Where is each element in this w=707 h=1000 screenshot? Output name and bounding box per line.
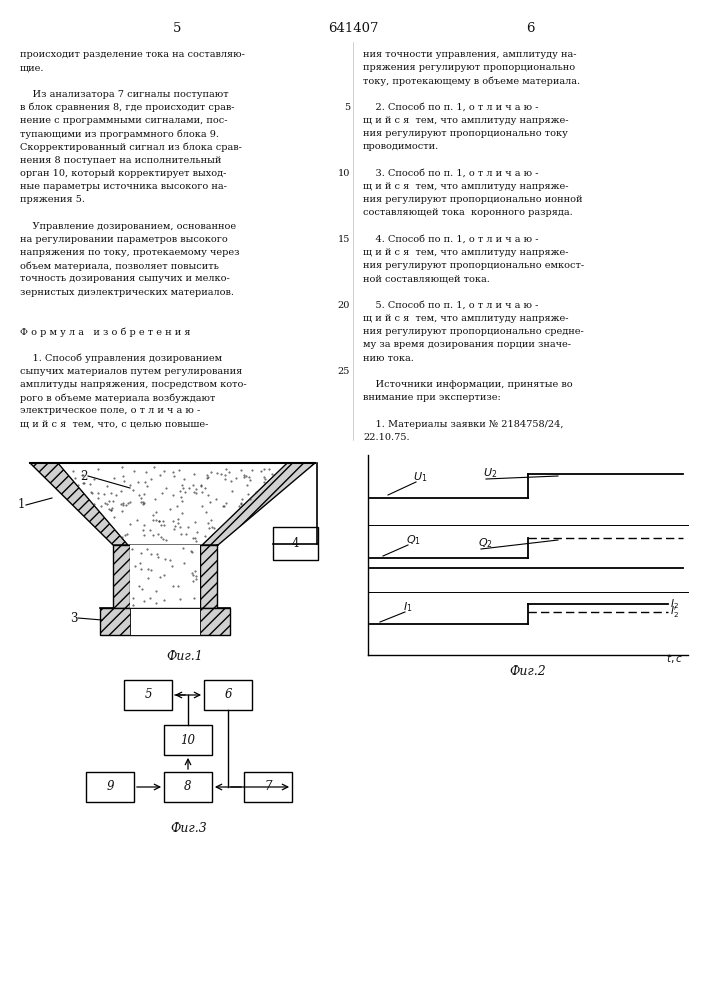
Text: в блок сравнения 8, где происходит срав-: в блок сравнения 8, где происходит срав- (20, 103, 235, 112)
Bar (204, 680, 252, 710)
Text: 7: 7 (264, 780, 271, 794)
Text: 9: 9 (106, 780, 114, 794)
Bar (164, 772, 212, 802)
Text: 1: 1 (18, 498, 25, 512)
Text: $Q_2$: $Q_2$ (478, 536, 493, 550)
Text: 8: 8 (185, 780, 192, 794)
Polygon shape (130, 545, 200, 608)
Bar (86, 772, 134, 802)
Text: ния регулируют пропорционально ионной: ния регулируют пропорционально ионной (363, 195, 583, 204)
Text: му за время дозирования порции значе-: му за время дозирования порции значе- (363, 340, 571, 349)
Text: проводимости.: проводимости. (363, 142, 439, 151)
Text: Фиг.2: Фиг.2 (510, 665, 547, 678)
Text: напряжения по току, протекаемому через: напряжения по току, протекаемому через (20, 248, 240, 257)
Text: щ и й с я  тем, что амплитуду напряже-: щ и й с я тем, что амплитуду напряже- (363, 248, 568, 257)
Text: 25: 25 (338, 367, 350, 376)
Text: 10: 10 (338, 169, 350, 178)
Polygon shape (200, 545, 217, 608)
Text: амплитуды напряжения, посредством кото-: амплитуды напряжения, посредством кото- (20, 380, 247, 389)
Text: $I_2$: $I_2$ (670, 597, 679, 611)
Bar (244, 772, 292, 802)
Polygon shape (30, 463, 128, 545)
Text: нию тока.: нию тока. (363, 354, 414, 363)
Text: 6: 6 (526, 21, 534, 34)
Text: 4. Способ по п. 1, о т л и ч а ю -: 4. Способ по п. 1, о т л и ч а ю - (363, 235, 539, 244)
Text: ния регулируют пропорционально емкост-: ния регулируют пропорционально емкост- (363, 261, 584, 270)
Text: нения 8 поступает на исполнительный: нения 8 поступает на исполнительный (20, 156, 221, 165)
Text: щ и й с я  тем, что амплитуду напряже-: щ и й с я тем, что амплитуду напряже- (363, 314, 568, 323)
Text: 10: 10 (180, 734, 196, 746)
Text: $I_1$: $I_1$ (403, 600, 412, 614)
Text: электрическое поле, о т л и ч а ю -: электрическое поле, о т л и ч а ю - (20, 406, 200, 415)
Polygon shape (273, 527, 318, 560)
Text: 5: 5 (344, 103, 350, 112)
Text: 5: 5 (144, 688, 152, 702)
Text: $t, c$: $t, c$ (666, 652, 683, 665)
Text: 4: 4 (292, 537, 299, 550)
Text: току, протекающему в объеме материала.: току, протекающему в объеме материала. (363, 76, 580, 86)
Text: $U_1$: $U_1$ (413, 470, 427, 484)
Text: объем материала, позволяет повысить: объем материала, позволяет повысить (20, 261, 219, 271)
Text: Скорректированный сигнал из блока срав-: Скорректированный сигнал из блока срав- (20, 142, 242, 152)
Text: зернистых диэлектрических материалов.: зернистых диэлектрических материалов. (20, 288, 234, 297)
Text: точность дозирования сыпучих и мелко-: точность дозирования сыпучих и мелко- (20, 274, 230, 283)
Text: ния регулируют пропорционально средне-: ния регулируют пропорционально средне- (363, 327, 584, 336)
Text: 1. Способ управления дозированием: 1. Способ управления дозированием (20, 354, 222, 363)
Polygon shape (202, 463, 315, 545)
Text: составляющей тока  коронного разряда.: составляющей тока коронного разряда. (363, 208, 573, 217)
Text: 3: 3 (70, 611, 78, 624)
Text: 22.10.75.: 22.10.75. (363, 433, 409, 442)
Text: 20: 20 (338, 301, 350, 310)
Text: $I_2'$: $I_2'$ (670, 604, 679, 620)
Text: 2. Способ по п. 1, о т л и ч а ю -: 2. Способ по п. 1, о т л и ч а ю - (363, 103, 539, 112)
Text: пряжения 5.: пряжения 5. (20, 195, 85, 204)
Text: $U_2$: $U_2$ (483, 466, 497, 480)
Text: щ и й с я  тем, что амплитуду напряже-: щ и й с я тем, что амплитуду напряже- (363, 182, 568, 191)
Text: Из анализатора 7 сигналы поступают: Из анализатора 7 сигналы поступают (20, 90, 228, 99)
Polygon shape (58, 463, 287, 545)
Text: Ф о р м у л а   и з о б р е т е н и я: Ф о р м у л а и з о б р е т е н и я (20, 327, 190, 337)
Polygon shape (130, 608, 200, 635)
Text: щ и й с я  тем, что, с целью повыше-: щ и й с я тем, что, с целью повыше- (20, 420, 209, 429)
Text: 5. Способ по п. 1, о т л и ч а ю -: 5. Способ по п. 1, о т л и ч а ю - (363, 301, 538, 310)
Text: ной составляющей тока.: ной составляющей тока. (363, 274, 490, 283)
Text: внимание при экспертизе:: внимание при экспертизе: (363, 393, 501, 402)
Text: нение с программными сигналами, пос-: нение с программными сигналами, пос- (20, 116, 228, 125)
Text: рого в объеме материала возбуждают: рого в объеме материала возбуждают (20, 393, 216, 403)
Text: на регулировании параметров высокого: на регулировании параметров высокого (20, 235, 228, 244)
Text: 641407: 641407 (328, 21, 378, 34)
Text: тупающими из программного блока 9.: тупающими из программного блока 9. (20, 129, 219, 139)
Polygon shape (100, 608, 230, 635)
Text: Фиг.3: Фиг.3 (170, 822, 207, 835)
Text: 6: 6 (224, 688, 232, 702)
Text: щ и й с я  тем, что амплитуду напряже-: щ и й с я тем, что амплитуду напряже- (363, 116, 568, 125)
Text: ния регулируют пропорционально току: ния регулируют пропорционально току (363, 129, 568, 138)
Text: ния точности управления, амплитуду на-: ния точности управления, амплитуду на- (363, 50, 576, 59)
Text: 1. Материалы заявки № 2184758/24,: 1. Материалы заявки № 2184758/24, (363, 420, 563, 429)
Bar (124, 680, 172, 710)
Text: Источники информации, принятые во: Источники информации, принятые во (363, 380, 573, 389)
Text: 5: 5 (173, 21, 181, 34)
Text: происходит разделение тока на составляю-: происходит разделение тока на составляю- (20, 50, 245, 59)
Text: Управление дозированием, основанное: Управление дозированием, основанное (20, 222, 236, 231)
Text: пряжения регулируют пропорционально: пряжения регулируют пропорционально (363, 63, 575, 72)
Text: ные параметры источника высокого на-: ные параметры источника высокого на- (20, 182, 227, 191)
Text: 2: 2 (80, 470, 88, 483)
Text: $Q_1$: $Q_1$ (406, 533, 421, 547)
Text: щие.: щие. (20, 63, 45, 72)
Text: 3. Способ по п. 1, о т л и ч а ю -: 3. Способ по п. 1, о т л и ч а ю - (363, 169, 539, 178)
Text: Фиг.1: Фиг.1 (167, 650, 204, 663)
Bar (164, 725, 212, 755)
Text: орган 10, который корректирует выход-: орган 10, который корректирует выход- (20, 169, 226, 178)
Text: 15: 15 (338, 235, 350, 244)
Polygon shape (113, 545, 130, 608)
Text: сыпучих материалов путем регулирования: сыпучих материалов путем регулирования (20, 367, 243, 376)
